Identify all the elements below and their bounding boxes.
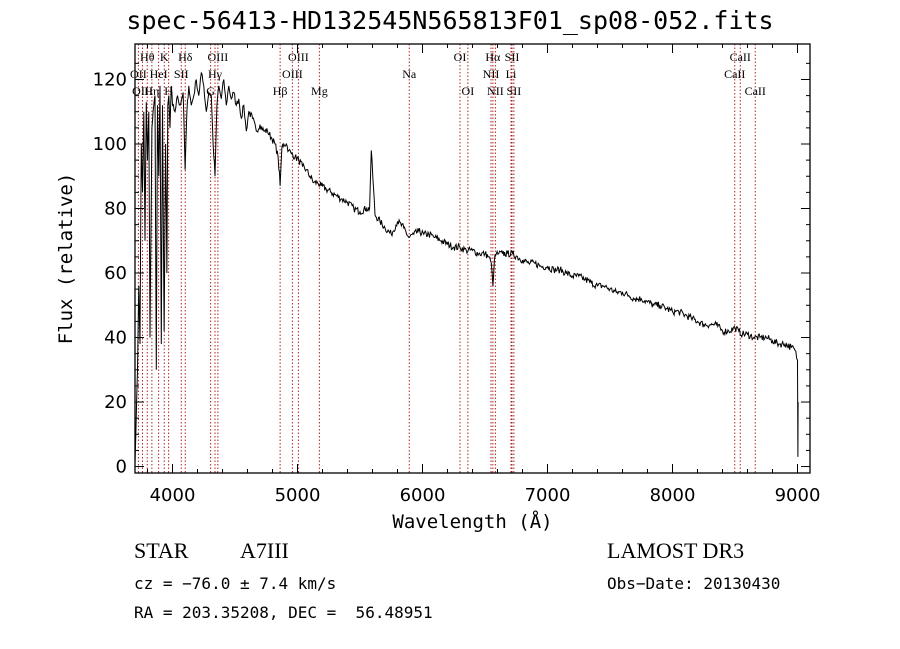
x-tick-label-6000: 6000 (400, 485, 446, 506)
y-tick-label-100: 100 (93, 134, 127, 155)
line-label-25: CaII (730, 50, 751, 64)
line-label-7: H (164, 84, 173, 98)
line-label-2: OIII (132, 84, 153, 98)
y-axis-label: Flux (relative) (55, 173, 77, 345)
line-label-20: NII (483, 67, 500, 81)
x-tick-label-9000: 9000 (775, 485, 821, 506)
line-label-24: SII (507, 84, 522, 98)
line-label-15: Mg (311, 84, 328, 98)
line-label-9: OIII (208, 50, 229, 64)
line-label-14: Hβ (273, 84, 288, 98)
y-tick-label-40: 40 (104, 328, 127, 349)
line-label-8: Hδ (178, 50, 193, 64)
line-label-26: CaII (724, 67, 745, 81)
line-label-10: Hγ (208, 67, 223, 81)
line-label-0: Hθ (140, 50, 155, 64)
spectrum-layer (134, 71, 799, 464)
survey-label: LAMOST DR3 (607, 538, 745, 563)
line-label-4: HeI (150, 67, 168, 81)
line-label-3: Hη (144, 84, 159, 98)
y-tick-label-60: 60 (104, 263, 127, 284)
ra-dec-coordinates: RA = 203.35208, DEC = 56.48951 (134, 603, 433, 622)
line-label-27: CaII (745, 84, 766, 98)
spectrum-line (134, 71, 799, 464)
line-label-18: OI (462, 84, 475, 98)
line-label-16: Na (402, 67, 417, 81)
line-label-5: K (160, 50, 169, 64)
x-axis-label: Wavelength (Å) (392, 510, 552, 533)
line-label-13: OIII (282, 67, 303, 81)
line-label-6: SII (174, 67, 189, 81)
axis-ticks: 4000 5000 6000 7000 8000 9000 0 20 40 60 80 100 120 (93, 44, 821, 506)
y-tick-label-20: 20 (104, 392, 127, 413)
line-markers (137, 44, 756, 473)
x-tick-label-5000: 5000 (275, 485, 321, 506)
line-label-21: NII (487, 84, 504, 98)
object-subclass: A7III (240, 538, 289, 563)
line-label-19: Hα (485, 50, 501, 64)
line-label-1: OII (130, 67, 147, 81)
line-label-17: OI (454, 50, 467, 64)
plot-frame (134, 43, 811, 474)
x-tick-label-7000: 7000 (525, 485, 571, 506)
line-label-22: SII (505, 50, 520, 64)
y-tick-label-0: 0 (116, 457, 127, 478)
object-class: STAR (134, 538, 189, 563)
redshift-cz: cz = −76.0 ± 7.4 km/s (134, 574, 337, 593)
line-label-23: Li (506, 67, 517, 81)
observation-date: Obs−Date: 20130430 (607, 574, 781, 593)
y-tick-label-120: 120 (93, 69, 127, 90)
line-label-11: G (206, 84, 215, 98)
x-tick-label-8000: 8000 (650, 485, 696, 506)
line-label-12: OIII (288, 50, 309, 64)
x-tick-label-4000: 4000 (150, 485, 196, 506)
y-tick-label-80: 80 (104, 199, 127, 220)
chart-title: spec-56413-HD132545N565813F01_sp08-052.f… (126, 6, 774, 35)
